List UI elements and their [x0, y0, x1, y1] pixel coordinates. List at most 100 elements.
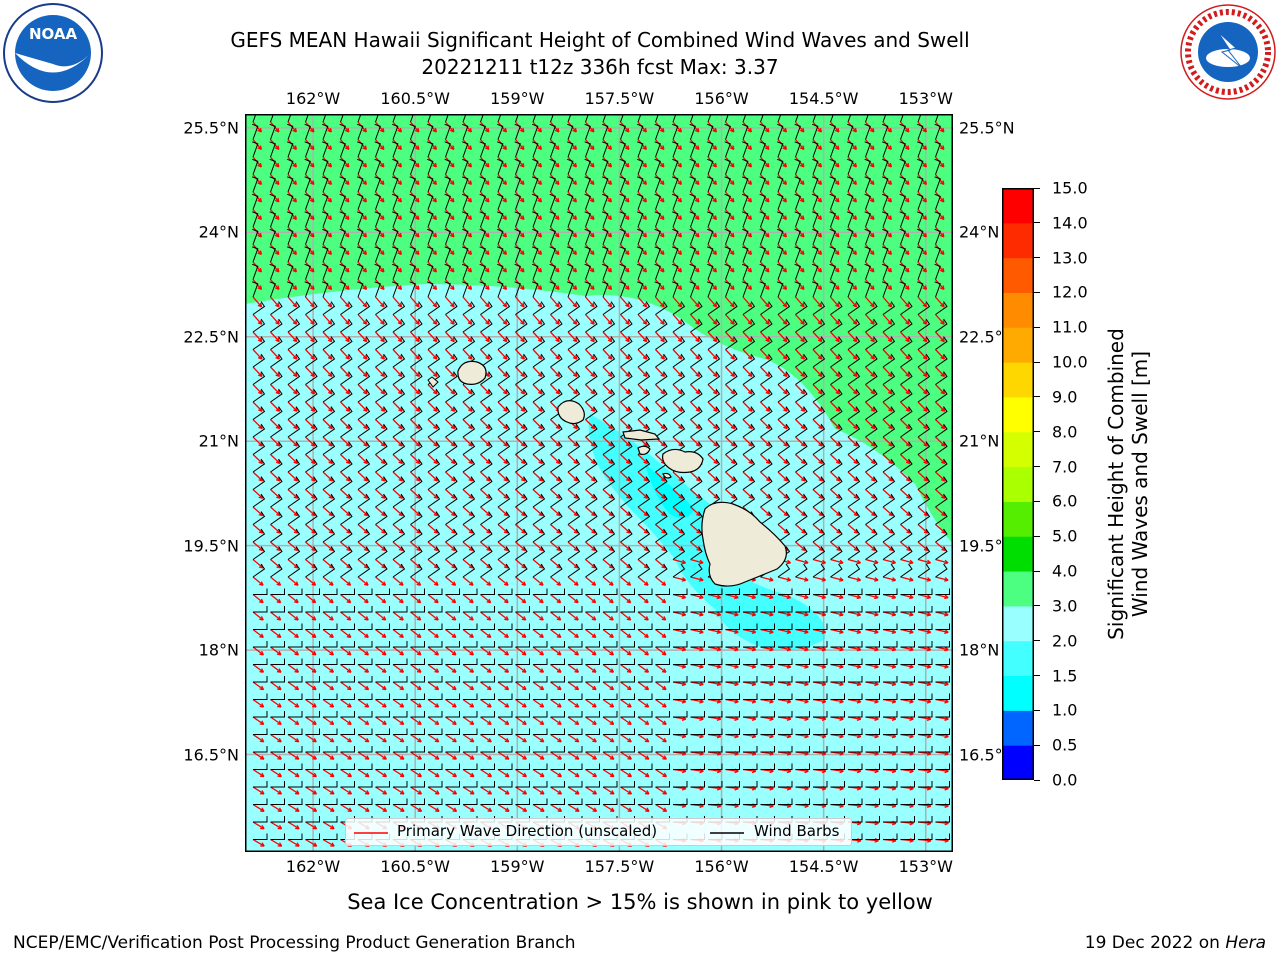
wave-arrow-head — [642, 337, 648, 343]
wave-arrow — [865, 331, 875, 343]
wave-arrow-head — [747, 337, 753, 343]
wave-arrow — [777, 314, 788, 325]
wave-arrow-head — [764, 197, 770, 203]
wave-arrow — [585, 349, 595, 360]
wave-arrow — [620, 489, 631, 499]
wave-arrow — [567, 436, 578, 447]
wave-arrow-head — [415, 424, 421, 430]
wave-arrow — [795, 349, 805, 360]
wave-arrow-head — [520, 302, 525, 308]
wave-arrow-head — [329, 598, 334, 604]
wave-arrow — [287, 384, 298, 395]
wave-arrow-head — [659, 197, 665, 203]
wave-arrow — [882, 419, 893, 430]
wave-arrow — [270, 593, 282, 604]
wave-arrow — [812, 314, 823, 325]
wave-arrow-head — [520, 389, 526, 395]
wave-arrow-head — [642, 215, 647, 221]
wave-arrow-head — [309, 215, 315, 221]
wave-arrow — [935, 471, 946, 482]
wave-arrow — [812, 331, 823, 343]
wave-arrow — [882, 296, 893, 308]
wave-arrow — [252, 314, 263, 325]
wave-arrow — [777, 471, 788, 482]
wave-arrow-head — [362, 267, 367, 273]
wave-arrow — [270, 559, 281, 569]
wave-arrow — [270, 419, 281, 430]
wave-arrow — [585, 559, 596, 569]
wave-arrow-head — [310, 302, 315, 308]
wave-arrow-head — [869, 250, 875, 256]
wave-arrow — [620, 296, 630, 308]
wave-arrow — [252, 559, 264, 569]
wave-arrow-head — [504, 581, 509, 586]
wave-arrow — [515, 576, 526, 586]
wave-arrow-head — [416, 598, 422, 604]
wave-arrow-head — [484, 250, 490, 256]
wave-arrow-head — [694, 197, 700, 203]
wave-arrow — [725, 384, 736, 395]
noaa-logo-text: NOAA — [29, 25, 78, 43]
wave-arrow — [655, 541, 666, 551]
wave-arrow-head — [887, 180, 892, 186]
wave-arrow-head — [852, 320, 858, 325]
wave-arrow-head — [537, 320, 543, 325]
wave-arrow-head — [694, 267, 700, 273]
wave-arrow-head — [379, 267, 385, 273]
wave-arrow — [497, 489, 509, 499]
wave-arrow-head — [782, 180, 787, 186]
wave-arrow-head — [922, 197, 927, 203]
wave-arrow-head — [678, 389, 683, 395]
wave-arrow — [567, 524, 579, 534]
wave-arrow-head — [782, 162, 787, 168]
wave-arrow-head — [747, 285, 753, 290]
wave-arrow-head — [821, 559, 826, 565]
lon-tick-top: 162°W — [285, 89, 341, 108]
wave-arrow-head — [292, 162, 297, 168]
wave-arrow-head — [677, 250, 682, 256]
wave-arrow — [637, 401, 648, 412]
wave-arrow-head — [870, 424, 876, 430]
wave-arrow-head — [659, 145, 665, 151]
wave-arrow-head — [399, 581, 404, 586]
wave-arrow — [375, 436, 386, 447]
wave-arrow — [620, 471, 631, 482]
wave-arrow-head — [344, 250, 350, 256]
wave-arrow-head — [572, 127, 577, 133]
wave-arrow — [725, 454, 736, 464]
wave-arrow-head — [817, 337, 823, 343]
wave-arrow-head — [449, 145, 455, 151]
wave-arrow — [480, 349, 490, 360]
wave-arrow — [585, 384, 596, 395]
wave-arrow — [812, 471, 823, 482]
wave-arrow-head — [433, 442, 438, 447]
wave-arrow-head — [712, 162, 717, 168]
wave-arrow-head — [800, 407, 806, 412]
wave-arrow-head — [870, 372, 876, 378]
wave-arrow-head — [467, 320, 473, 325]
wave-arrow — [445, 349, 455, 360]
wave-arrow — [585, 489, 596, 499]
wave-arrow-head — [607, 127, 612, 133]
wave-arrow-head — [274, 232, 280, 238]
wave-arrow-head — [379, 180, 385, 186]
wave-arrow — [252, 454, 263, 464]
wave-arrow-head — [905, 442, 911, 447]
wave-arrow-head — [467, 232, 472, 238]
wave-arrow — [445, 419, 456, 430]
wave-arrow — [847, 576, 861, 581]
wave-arrow — [480, 576, 491, 586]
wave-arrow — [480, 331, 490, 343]
wave-arrow-head — [887, 337, 893, 343]
wave-arrow — [410, 524, 421, 534]
wave-arrow-head — [519, 250, 525, 256]
wave-arrow-head — [293, 424, 298, 430]
wave-arrow-head — [887, 215, 892, 221]
wave-arrow-head — [276, 581, 282, 586]
wave-arrow — [830, 366, 840, 377]
wave-arrow-head — [856, 559, 861, 565]
wave-arrow-head — [888, 407, 893, 412]
wave-arrow-head — [275, 372, 281, 378]
wave-arrow — [270, 401, 281, 412]
wave-arrow-head — [625, 354, 630, 360]
